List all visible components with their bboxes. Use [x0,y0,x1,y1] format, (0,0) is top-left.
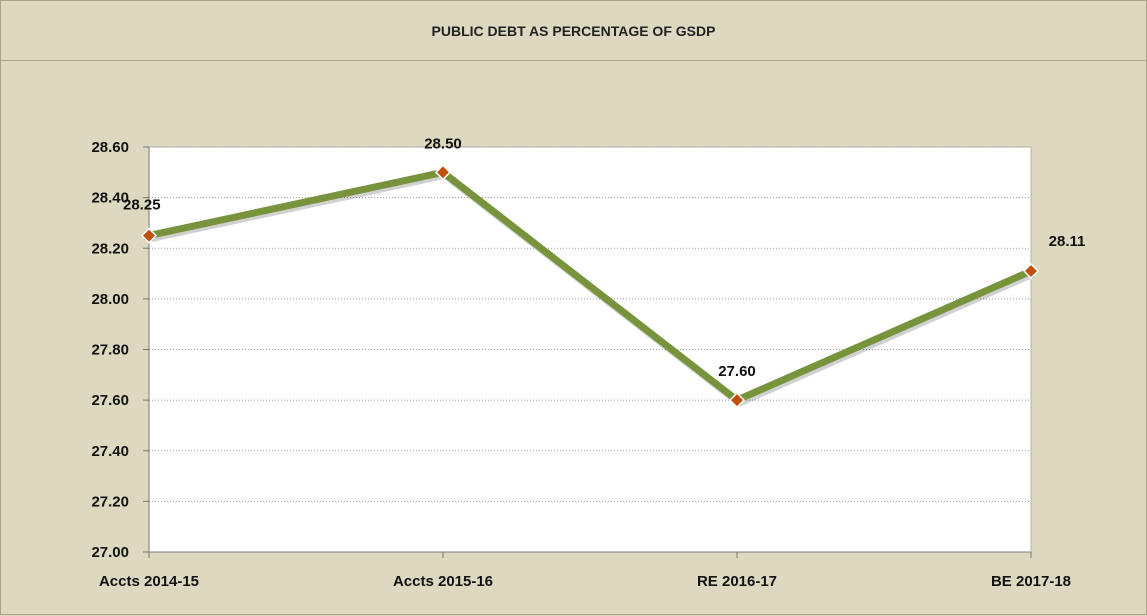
plot-area: 27.00 27.20 27.40 27.60 27.80 28.00 28.20 28.40… [91,135,1085,590]
y-tick-label: 27.60 [91,392,129,409]
x-tick-label: BE 2017-18 [991,573,1071,590]
data-label: 28.11 [1049,233,1086,250]
chart-title: PUBLIC DEBT AS PERCENTAGE OF GSDP [1,1,1146,61]
y-tick-label: 28.40 [91,190,129,207]
y-tick-label: 27.00 [91,544,129,561]
data-point [1022,262,1040,280]
x-tick-label: Accts 2015-16 [393,573,493,590]
y-tick-label: 27.80 [91,342,129,359]
data-point [434,164,452,181]
y-tick-label: 28.20 [91,240,129,257]
series-line [148,168,1033,404]
y-tick-label: 27.20 [91,493,129,510]
data-label: 27.60 [718,363,756,380]
y-tick-label: 28.00 [91,291,129,308]
x-tick-label: Accts 2014-15 [99,573,199,590]
data-point [140,227,158,244]
data-label: 28.50 [424,135,462,152]
y-tick-label: 28.60 [91,139,129,156]
data-label: 28.25 [123,197,161,214]
data-point [728,392,746,409]
y-tick-label: 27.40 [91,443,129,460]
x-tick-label: RE 2016-17 [697,573,777,590]
